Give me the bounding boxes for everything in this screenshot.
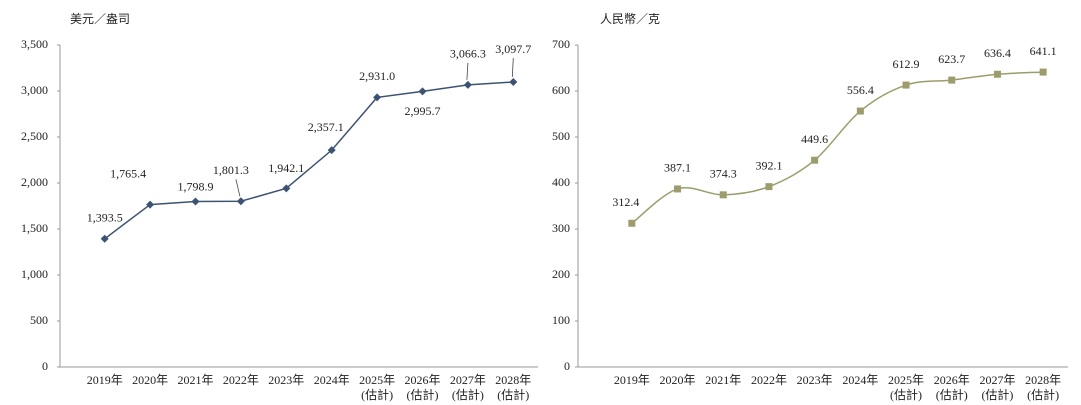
marker [100,234,109,243]
data-label: 641.1 [1030,44,1057,58]
marker [418,87,427,96]
marker [236,197,245,206]
data-label: 2,357.1 [308,120,344,134]
data-label: 449.6 [801,132,828,146]
x-tick-label: 2025年(估計) [359,373,395,402]
y-tick-label: 0 [42,359,48,373]
data-label: 556.4 [847,83,874,97]
data-label: 374.3 [710,167,737,181]
series-line [631,71,1044,224]
data-label: 1,765.4 [110,166,146,180]
data-label: 1,798.9 [178,179,214,193]
chart-title: 人民幣／克 [600,12,660,26]
y-tick-label: 2,000 [21,175,48,189]
x-tick-label: 2021年 [705,373,741,387]
x-tick-label: 2025年(估計) [888,373,924,402]
y-tick-label: 200 [552,267,570,281]
marker [765,183,773,191]
x-tick-label: 2019年 [87,373,123,387]
data-label: 1,942.1 [268,161,304,175]
y-tick-label: 700 [552,37,570,51]
marker [628,219,636,227]
x-tick-label: 2020年 [132,373,168,387]
x-tick-label: 2026年(估計) [404,373,440,402]
y-tick-label: 2,500 [21,129,48,143]
data-label: 392.1 [755,158,782,172]
data-label: 387.1 [664,161,691,175]
marker [856,107,864,115]
marker [811,156,819,164]
y-tick-label: 0 [564,359,570,373]
y-tick-label: 3,000 [21,83,48,97]
y-tick-label: 300 [552,221,570,235]
x-tick-label: 2024年 [842,373,878,387]
marker [282,184,291,193]
y-tick-label: 1,500 [21,221,48,235]
marker [463,80,472,89]
marker [1039,68,1047,76]
data-label: 1,393.5 [87,211,123,225]
x-tick-label: 2023年 [797,373,833,387]
y-tick-label: 600 [552,83,570,97]
x-tick-label: 2027年(估計) [450,373,486,402]
x-tick-label: 2021年 [177,373,213,387]
x-tick-label: 2019年 [614,373,650,387]
x-tick-label: 2022年 [751,373,787,387]
marker [146,200,155,209]
x-tick-label: 2024年 [314,373,350,387]
chart: 人民幣／克 0 100 200 300 400 500 600 700 2019年 2020年 202… [552,12,1068,402]
y-tick-label: 500 [552,129,570,143]
x-tick-label: 2022年 [223,373,259,387]
marker [902,81,910,89]
x-tick-label: 2027年(估計) [979,373,1015,402]
y-tick-label: 1,000 [21,267,48,281]
data-label: 612.9 [893,57,920,71]
leader-line [235,179,241,197]
series-line [104,81,514,240]
x-tick-label: 2023年 [268,373,304,387]
y-tick-label: 400 [552,175,570,189]
data-label: 1,801.3 [213,163,249,177]
marker [948,76,956,84]
marker [719,191,727,199]
data-label: 312.4 [612,195,639,209]
data-label: 2,931.0 [359,69,395,83]
x-tick-label: 2028年(估計) [495,373,531,402]
marker [327,146,336,155]
leader-line [466,62,469,80]
x-tick-label: 2026年(估計) [934,373,970,402]
data-label: 2,995.7 [405,104,441,118]
chart-title: 美元／盎司 [70,12,130,26]
y-tick-label: 500 [30,313,48,327]
y-tick-label: 3,500 [21,37,48,51]
data-label: 3,097.7 [495,42,531,56]
marker [373,93,382,102]
data-label: 623.7 [938,52,965,66]
x-tick-label: 2020年 [660,373,696,387]
chart: 美元／盎司 0 500 1,000 1,500 2,000 2,500 3,000 3,500 2… [21,12,538,402]
y-tick-label: 100 [552,313,570,327]
marker [674,185,682,193]
data-label: 3,066.3 [450,47,486,61]
marker [509,78,518,87]
x-tick-label: 2028年(估計) [1025,373,1061,402]
marker [993,70,1001,78]
leader-line [511,57,514,78]
marker [191,197,200,206]
data-label: 636.4 [984,46,1011,60]
